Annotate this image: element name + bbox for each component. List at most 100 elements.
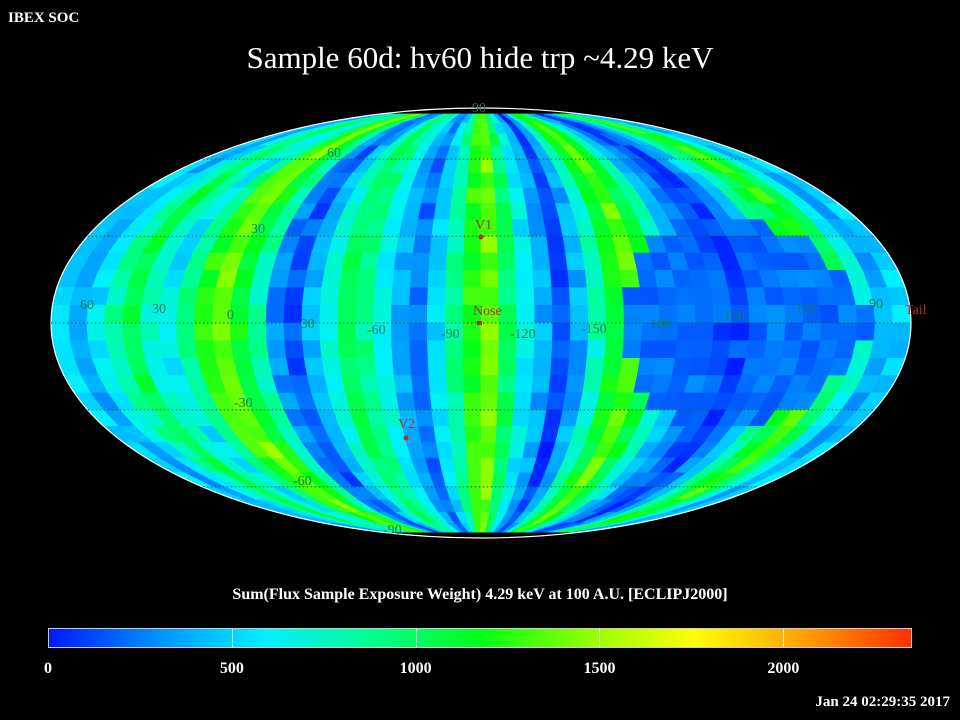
map-cell [417, 203, 437, 220]
map-cell [480, 357, 500, 377]
map-cell [527, 219, 547, 237]
map-cell [427, 269, 447, 289]
map-cell [855, 322, 876, 342]
map-cell [497, 235, 516, 254]
map-cell [533, 287, 553, 306]
map-cell [532, 269, 553, 289]
map-cell [463, 252, 482, 271]
map-cell [433, 426, 452, 443]
map-cell [376, 375, 397, 394]
map-cell [444, 340, 464, 359]
map-cell [605, 304, 625, 324]
map-cell [337, 304, 357, 324]
map-cell [445, 357, 464, 377]
map-cell [319, 322, 339, 342]
map-cell [586, 287, 607, 306]
map-cell [550, 357, 570, 377]
map-cell [510, 203, 529, 220]
map-cell [532, 357, 553, 377]
lon-label: -120 [510, 327, 536, 342]
map-cell [463, 235, 482, 254]
flux-map-cells [51, 113, 911, 533]
map-cell [391, 304, 410, 324]
map-cell [819, 322, 840, 342]
app-label: IBEX SOC [8, 10, 80, 26]
map-cell [529, 392, 550, 411]
map-cell [582, 375, 603, 394]
colorbar-tick-label: 1500 [583, 660, 616, 677]
map-cell [512, 219, 531, 237]
map-cell [464, 426, 482, 443]
lat-label: 60 [327, 146, 341, 161]
longitude-labels: 60 30 0 -30 -60 -90 -120 -150 180 150 12… [80, 297, 883, 342]
lat-label: -60 [293, 474, 312, 489]
map-cell [266, 340, 287, 359]
colorbar-tick-label: 2000 [767, 660, 800, 677]
map-cell [480, 172, 496, 189]
map-cell [464, 409, 482, 427]
map-cell [393, 252, 414, 271]
map-cell [728, 340, 750, 359]
map-cell [480, 340, 500, 359]
map-cell [480, 187, 497, 204]
map-cell [266, 287, 287, 306]
lon-label: 60 [80, 298, 94, 313]
map-cell [514, 375, 534, 394]
map-cell [763, 287, 785, 306]
map-cell [604, 287, 625, 306]
map-cell [480, 375, 499, 394]
lon-label: 0 [227, 308, 234, 323]
colorbar-tick [599, 629, 601, 647]
map-cell [373, 287, 393, 306]
map-cell [463, 375, 482, 394]
map-cell [141, 340, 164, 359]
map-cell [302, 340, 323, 359]
lat-label: -30 [234, 396, 253, 411]
map-cell [284, 340, 305, 359]
map-cell [359, 252, 380, 271]
map-cell [355, 340, 376, 359]
map-cell [445, 252, 465, 271]
map-cell [748, 304, 769, 324]
map-cell [454, 158, 470, 174]
map-cell [692, 340, 714, 359]
map-cell [802, 322, 822, 342]
map-cell [675, 287, 696, 306]
map-cell [230, 287, 252, 306]
map-cell [445, 269, 464, 289]
map-cell [159, 340, 181, 359]
marker-v1-dot [478, 234, 484, 240]
map-cell [552, 322, 571, 342]
map-cell [51, 322, 71, 342]
map-cell [449, 203, 467, 220]
map-cell [622, 287, 643, 306]
map-cell [498, 287, 518, 306]
map-cell [286, 357, 308, 377]
colorbar-tick-label: 500 [219, 660, 244, 677]
map-cell [391, 287, 411, 306]
map-cell [86, 322, 107, 342]
map-cell [531, 375, 551, 394]
map-cell [498, 340, 518, 359]
map-cell [450, 187, 468, 204]
map-cell [639, 340, 660, 359]
map-cell [415, 409, 435, 427]
map-cell [176, 322, 196, 342]
map-cell [462, 287, 482, 306]
map-cell [429, 392, 449, 411]
map-cell [211, 322, 232, 342]
map-cell [449, 426, 467, 443]
lat-label: -90 [383, 523, 402, 538]
map-cell [496, 409, 515, 427]
map-cell [176, 304, 196, 324]
map-cell [431, 219, 450, 237]
map-cell [355, 304, 375, 324]
map-cell [480, 145, 493, 160]
map-cell [467, 472, 482, 488]
map-cell [569, 304, 589, 324]
map-cell [497, 252, 517, 271]
map-cell [837, 322, 858, 342]
map-cell [212, 287, 234, 306]
map-cell [498, 269, 517, 289]
map-cell [302, 287, 323, 306]
